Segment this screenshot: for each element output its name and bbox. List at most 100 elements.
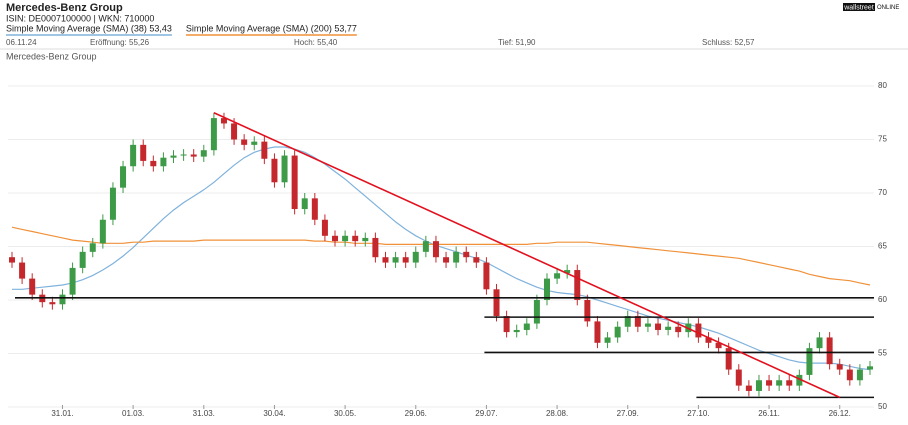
- x-tick-label: 27.10.: [687, 409, 709, 418]
- info: Schluss: 52,57: [702, 38, 755, 47]
- candle-body: [867, 366, 873, 370]
- candle-body: [695, 323, 702, 338]
- candle-body: [705, 337, 712, 343]
- y-tick-label: 50: [878, 402, 887, 411]
- candle-body: [49, 302, 56, 305]
- candle-body: [251, 141, 258, 145]
- candle-body: [342, 235, 349, 242]
- y-tick-label: 75: [878, 135, 887, 144]
- logo-box: [843, 3, 875, 11]
- candle-body: [69, 267, 76, 295]
- candle-body: [443, 257, 450, 263]
- chart-title: Mercedes-Benz Group: [6, 51, 97, 61]
- candle-body: [281, 155, 288, 183]
- candle-body: [543, 278, 550, 300]
- x-tick-label: 31.01.: [51, 409, 73, 418]
- candle-body: [261, 141, 268, 159]
- candle-body: [483, 262, 490, 290]
- candle-body: [160, 157, 167, 167]
- candle-body: [604, 337, 611, 343]
- candle-body: [271, 158, 278, 183]
- candle-body: [644, 323, 651, 327]
- candle-body: [796, 374, 803, 386]
- y-tick-label: 70: [878, 188, 887, 197]
- candle-body: [432, 241, 439, 258]
- candle-body: [130, 144, 137, 167]
- candle-body: [180, 154, 187, 156]
- candle-body: [533, 300, 540, 324]
- info: Tief: 51,90: [498, 38, 536, 47]
- candle-body: [564, 270, 571, 274]
- info: 06.11.24: [6, 38, 37, 47]
- x-tick-label: 31.03.: [193, 409, 215, 418]
- candle-body: [453, 251, 460, 263]
- candle-body: [301, 198, 308, 210]
- candle-body: [554, 273, 561, 279]
- candle-body: [715, 342, 722, 349]
- candle-body: [9, 257, 15, 263]
- sma-line: [11, 226, 871, 286]
- candle-body: [655, 323, 662, 330]
- candle-body: [806, 348, 813, 375]
- info: Hoch: 55,40: [294, 38, 338, 47]
- candle-body: [79, 251, 86, 268]
- candle-body: [352, 235, 359, 242]
- candle-body: [634, 316, 641, 327]
- candle-body: [321, 219, 328, 236]
- trend-line: [213, 112, 841, 399]
- x-tick-label: 26.12.: [829, 409, 851, 418]
- logo: ONLINE: [877, 5, 899, 11]
- candle-body: [140, 144, 147, 161]
- candle-body: [584, 300, 591, 322]
- candle-body: [220, 118, 227, 124]
- candle-body: [755, 380, 762, 391]
- candle-body: [856, 369, 863, 381]
- candle-body: [614, 326, 621, 338]
- candle-body: [766, 380, 773, 386]
- y-tick-label: 60: [878, 295, 887, 304]
- candle-body: [503, 316, 510, 333]
- candle-body: [816, 337, 823, 349]
- candle-body: [19, 262, 26, 279]
- candle-body: [109, 187, 116, 220]
- candle-body: [200, 150, 207, 157]
- sma-line: [12, 146, 871, 371]
- x-tick-label: 29.06.: [405, 409, 427, 418]
- x-tick-label: 30.05.: [334, 409, 356, 418]
- candle-body: [89, 243, 96, 252]
- candle-body: [29, 278, 36, 295]
- candle-body: [241, 139, 248, 145]
- candle-body: [311, 198, 318, 220]
- candle-body: [231, 123, 238, 140]
- info: Eröffnung: 55,26: [90, 38, 150, 47]
- y-tick-label: 65: [878, 242, 887, 251]
- candle-body: [372, 237, 379, 258]
- candle-body: [675, 326, 682, 333]
- candle-body: [836, 364, 843, 370]
- candle-body: [150, 160, 157, 167]
- candle-body: [493, 289, 500, 317]
- x-tick-label: 26.11.: [758, 409, 780, 418]
- y-tick-label: 80: [878, 81, 887, 90]
- candle-body: [665, 326, 672, 330]
- legend-label: Simple Moving Average (SMA) (38) 53,43: [6, 23, 172, 33]
- candle-body: [291, 155, 298, 210]
- candle-body: [210, 118, 217, 151]
- x-tick-label: 28.08.: [546, 409, 568, 418]
- candle-body: [402, 257, 409, 263]
- candle-body: [99, 219, 106, 244]
- candle-body: [846, 369, 853, 381]
- candle-body: [392, 257, 399, 263]
- candle-body: [362, 237, 369, 242]
- candle-body: [624, 316, 631, 327]
- candle-body: [190, 154, 197, 157]
- candle-body: [594, 321, 601, 343]
- candle-body: [735, 369, 742, 386]
- candle-body: [59, 294, 66, 305]
- candle-body: [422, 241, 429, 252]
- candle-body: [826, 337, 833, 365]
- candle-body: [776, 380, 783, 386]
- candle-body: [523, 323, 530, 330]
